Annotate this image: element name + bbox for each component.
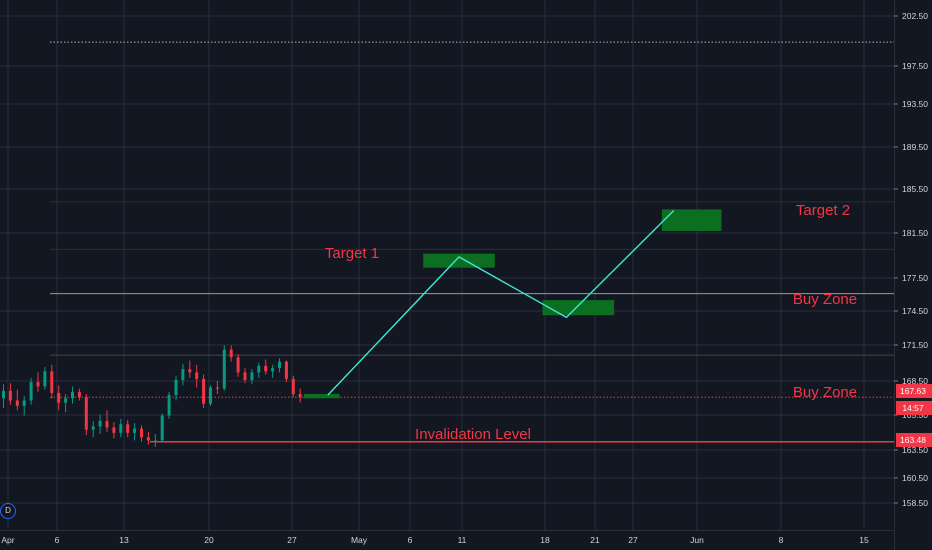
candle-body [77, 391, 81, 398]
candle-body [133, 428, 137, 433]
candle-body [243, 372, 247, 380]
price-tick-label: 163.50 [902, 445, 928, 455]
candle-body [174, 379, 178, 396]
time-tick-label: 27 [287, 535, 297, 545]
candle-body [140, 428, 143, 438]
time-tick-label: 20 [204, 535, 214, 545]
price-tick-label: 197.50 [902, 61, 928, 71]
candle-body [146, 437, 150, 441]
candle-body [153, 440, 157, 442]
projection-zone [423, 253, 495, 268]
candle-body [105, 420, 109, 428]
time-tick-label: 18 [540, 535, 550, 545]
time-axis-background [0, 530, 894, 550]
candle-body [43, 371, 47, 387]
price-axis-background [894, 0, 932, 550]
candle-body [167, 395, 171, 416]
candle-body [8, 390, 12, 401]
chart-mode-badge[interactable]: D [0, 503, 16, 519]
candle-body [271, 368, 275, 372]
candle-body [215, 387, 219, 389]
candle-body [278, 361, 281, 369]
candle-body [222, 349, 226, 389]
price-badge [896, 433, 932, 447]
price-tick-label: 174.50 [902, 306, 928, 316]
candle-body [264, 365, 268, 372]
candle-body [22, 400, 26, 406]
price-tick-label: 171.50 [902, 340, 928, 350]
projection-zone [661, 209, 722, 231]
time-tick-label: 6 [408, 535, 413, 545]
time-tick-label: Jun [690, 535, 704, 545]
candle-body [91, 426, 95, 430]
price-tick-label: 168.50 [902, 376, 928, 386]
price-tick-label: 181.50 [902, 228, 928, 238]
candle-body [112, 427, 116, 433]
price-badge-label: 167.63 [900, 386, 926, 396]
candle-body [291, 378, 295, 395]
candle-body [298, 394, 302, 398]
candle-body [209, 387, 212, 404]
candle-body [257, 365, 261, 373]
projection-zone [303, 394, 340, 399]
time-tick-label: 21 [590, 535, 600, 545]
candle-body [36, 382, 40, 387]
price-tick-label: 158.50 [902, 498, 928, 508]
time-tick-label: 27 [628, 535, 638, 545]
time-tick-label: 13 [119, 535, 129, 545]
candle-body [236, 357, 240, 373]
candle-body [195, 372, 199, 379]
candle-body [119, 424, 123, 433]
price-tick-label: 185.50 [902, 184, 928, 194]
time-tick-label: 11 [458, 535, 467, 545]
price-badge [896, 384, 932, 398]
price-badge-label: 14:57 [902, 403, 924, 413]
price-tick-label: 193.50 [902, 99, 928, 109]
candle-body [29, 382, 33, 401]
candle-body [250, 372, 254, 380]
candle-body [98, 420, 102, 427]
price-badge-label: 163.48 [900, 435, 926, 445]
price-tick-label: 189.50 [902, 142, 928, 152]
projection-path [327, 210, 675, 396]
projection-zone [542, 300, 615, 316]
candle-body [71, 391, 74, 399]
candle-body [15, 400, 19, 406]
time-tick-label: 8 [779, 535, 784, 545]
candle-body [202, 378, 206, 404]
candle-body [160, 415, 164, 441]
target-label: Target 1 [325, 245, 379, 262]
time-tick-label: May [351, 535, 368, 545]
invalidation-label: Invalidation Level [415, 426, 531, 443]
candle-body [64, 398, 68, 403]
target-label: Target 2 [796, 202, 850, 219]
buy-zone-label: Buy Zone [793, 384, 857, 401]
candle-body [284, 361, 288, 379]
price-tick-label: 202.50 [902, 11, 928, 21]
time-tick-label: Apr [1, 535, 14, 545]
price-badge [896, 401, 932, 415]
candle-body [229, 349, 233, 358]
candle-body [188, 369, 192, 373]
buy-zone-label: Buy Zone [793, 291, 857, 308]
candle-body [181, 369, 185, 380]
candle-body [126, 424, 130, 433]
candle-body [84, 397, 88, 430]
price-tick-label: 177.50 [902, 273, 928, 283]
candle-body [57, 392, 61, 403]
price-tick-label: 160.50 [902, 473, 928, 483]
candle-body [50, 371, 54, 393]
candle-body [2, 390, 5, 399]
time-tick-label: 6 [55, 535, 60, 545]
time-tick-label: 15 [859, 535, 869, 545]
